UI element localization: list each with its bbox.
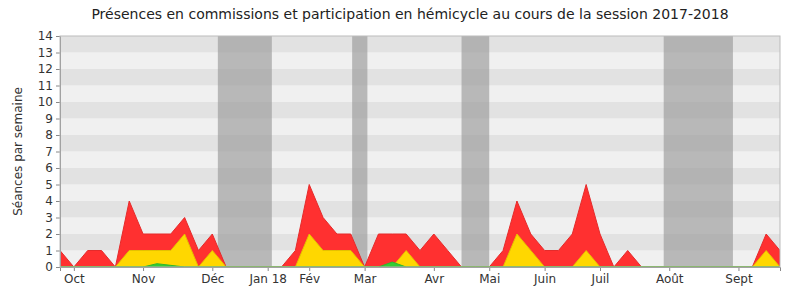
tick: 10 <box>38 95 60 109</box>
tick: 9 <box>45 112 60 126</box>
y-axis: 01234567891011121314 <box>38 29 61 274</box>
tick: Août <box>656 267 684 286</box>
grid <box>60 36 780 267</box>
tick-label: Sept <box>725 272 753 286</box>
tick-label: Mai <box>479 272 500 286</box>
tick-label: Juin <box>533 272 556 286</box>
tick-mark <box>56 53 60 54</box>
tick-mark <box>434 267 435 271</box>
tick-label: Nov <box>132 272 155 286</box>
tick-mark <box>738 267 739 271</box>
tick: Jan 18 <box>248 267 287 286</box>
tick-mark <box>56 251 60 252</box>
tick-label: 3 <box>45 211 53 225</box>
tick: Déc <box>201 267 224 286</box>
tick: Juil <box>591 267 610 286</box>
tick: 2 <box>45 227 60 241</box>
y-axis-title: Séances par semaine <box>11 87 25 216</box>
plot-area <box>60 36 780 267</box>
tick: 13 <box>38 46 60 60</box>
tick: 14 <box>38 29 60 43</box>
series-area <box>60 185 780 268</box>
tick-mark <box>56 168 60 169</box>
tick-label: 9 <box>45 112 53 126</box>
tick-label: 5 <box>45 178 53 192</box>
tick: Avr <box>425 267 445 286</box>
tick-label: 11 <box>38 79 53 93</box>
tick-mark <box>56 102 60 103</box>
series-area <box>60 262 780 267</box>
tick: 12 <box>38 62 60 76</box>
shaded-range <box>664 36 733 267</box>
tick-mark <box>56 69 60 70</box>
tick-mark <box>600 267 601 271</box>
tick-label: 1 <box>45 244 53 258</box>
tick-mark <box>212 267 213 271</box>
tick-mark <box>489 267 490 271</box>
tick: 4 <box>45 194 60 208</box>
title: Présences en commissions et participatio… <box>91 6 728 22</box>
tick-label: Avr <box>425 272 445 286</box>
tick: 3 <box>45 211 60 225</box>
tick-label: 10 <box>38 95 53 109</box>
shaded-range <box>462 36 490 267</box>
tick-label: Mar <box>354 272 377 286</box>
tick: 5 <box>45 178 60 192</box>
tick-label: Jan 18 <box>248 272 287 286</box>
tick-label: 0 <box>45 260 53 274</box>
tick-mark <box>365 267 366 271</box>
tick: Fév <box>299 267 320 286</box>
tick: 7 <box>45 145 60 159</box>
tick-label: 12 <box>38 62 53 76</box>
tick-mark <box>56 152 60 153</box>
tick: 6 <box>45 161 60 175</box>
chart: 01234567891011121314OctNovDécJan 18FévMa… <box>0 0 800 300</box>
tick-mark <box>56 185 60 186</box>
tick-mark <box>56 86 60 87</box>
tick-label: 14 <box>38 29 53 43</box>
tick-mark <box>309 267 310 271</box>
tick-mark <box>56 135 60 136</box>
tick-mark <box>56 234 60 235</box>
tick: 1 <box>45 244 60 258</box>
tick: Mai <box>479 267 500 286</box>
tick-label: 6 <box>45 161 53 175</box>
x-axis: Oct Nov Déc Jan 18 Fév Mar Avr Mai Juin Juil Août S… <box>61 267 781 286</box>
tick: 11 <box>38 79 60 93</box>
shaded-range <box>218 36 272 267</box>
tick-mark <box>56 119 60 120</box>
tick: Oct <box>64 267 85 286</box>
tick-label: Fév <box>299 272 320 286</box>
tick-label: 8 <box>45 128 53 142</box>
tick-mark <box>74 267 75 271</box>
tick: Juin <box>533 267 556 286</box>
tick: 8 <box>45 128 60 142</box>
tick-label: 7 <box>45 145 53 159</box>
tick-mark <box>669 267 670 271</box>
tick-mark <box>268 267 269 271</box>
tick: Nov <box>132 267 155 286</box>
tick-mark <box>56 267 60 268</box>
tick-label: Août <box>656 272 684 286</box>
tick-mark <box>56 218 60 219</box>
plot-frame <box>60 36 780 267</box>
tick-mark <box>56 36 60 37</box>
tick-label: 2 <box>45 227 53 241</box>
tick: 0 <box>45 260 60 274</box>
tick-label: 13 <box>38 46 53 60</box>
tick-label: Oct <box>64 272 85 286</box>
tick: Sept <box>725 267 753 286</box>
tick-label: Déc <box>201 272 224 286</box>
tick: Mar <box>354 267 377 286</box>
tick-mark <box>545 267 546 271</box>
axis-line <box>61 268 781 272</box>
shaded-range <box>352 36 367 267</box>
series-area <box>60 234 780 267</box>
tick-label: Juil <box>591 272 610 286</box>
tick-mark <box>143 267 144 271</box>
tick-mark <box>56 201 60 202</box>
tick-label: 4 <box>45 194 53 208</box>
